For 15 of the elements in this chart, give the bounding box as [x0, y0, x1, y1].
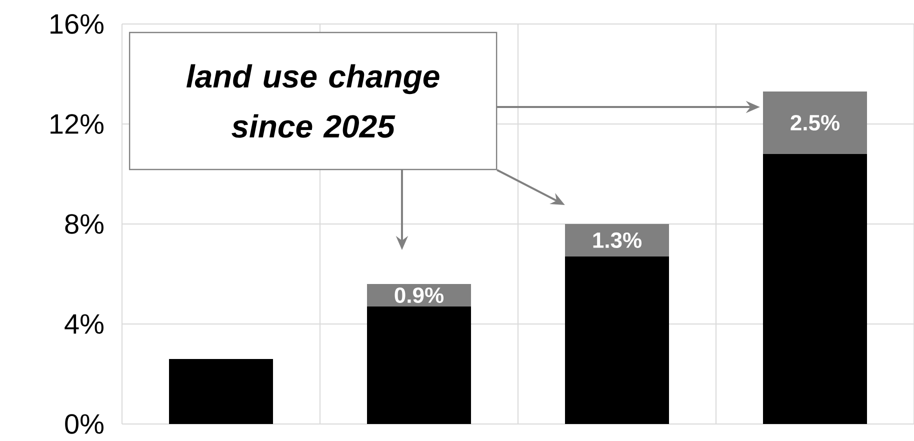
bar: [763, 154, 868, 424]
bar: [565, 224, 670, 256]
bar: [763, 91, 868, 154]
y-tick-label: 16%: [50, 14, 104, 34]
y-tick-label: 4%: [64, 314, 104, 334]
y-tick-label: 8%: [65, 214, 104, 234]
bar: [367, 306, 472, 424]
data-label: 0.9%: [394, 287, 444, 304]
data-label: 1.3%: [593, 232, 642, 248]
annotation: land use change since 2025: [186, 64, 440, 138]
data-label: 2.5%: [790, 114, 840, 131]
y-tick-label: 0%: [65, 414, 104, 434]
y-tick-label: 12%: [50, 114, 104, 134]
bar: [565, 256, 670, 424]
bar: [169, 358, 274, 424]
